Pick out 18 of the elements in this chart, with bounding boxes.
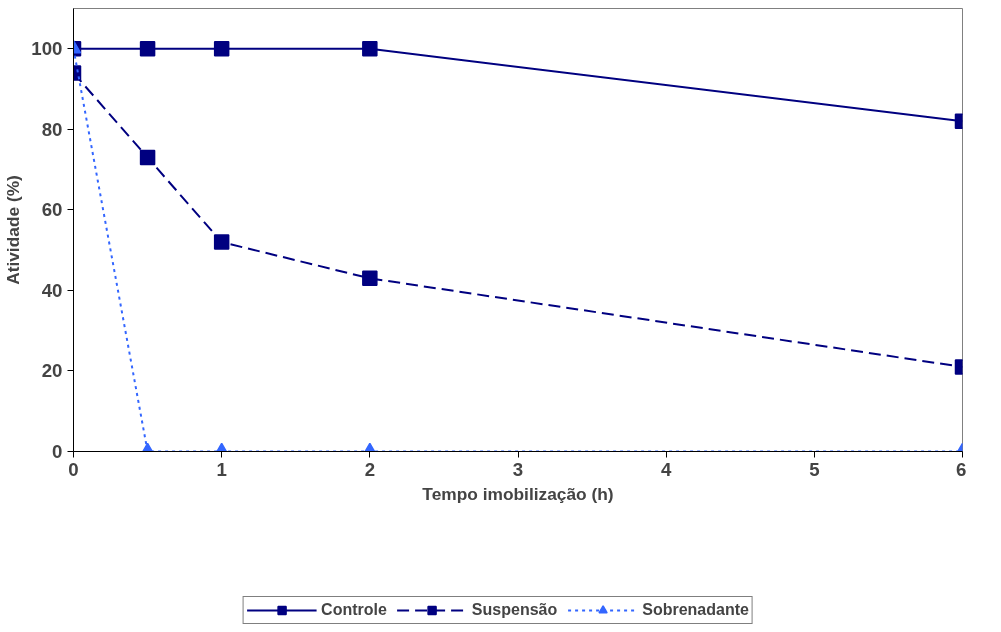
x-tick-label: 6 [956,458,967,480]
legend-label: Controle [321,601,387,619]
x-axis-title: Tempo imobilização (h) [422,483,614,504]
y-tick-label: 0 [52,441,63,462]
y-axis-title: Atividade (%) [3,175,24,285]
x-tick-label: 5 [809,458,820,480]
x-tick-label: 2 [364,458,376,480]
y-tick-label: 20 [41,360,63,382]
y-tick-label: 80 [41,118,63,140]
legend-label: Suspensão [471,601,558,619]
y-tick-label: 100 [31,38,63,60]
x-tick-label: 3 [512,458,524,480]
y-tick-label: 60 [41,199,63,221]
legend-label: Sobrenadante [642,601,749,619]
x-tick-label: 1 [216,458,227,480]
x-tick-label: 4 [660,458,672,480]
x-tick-label: 0 [68,458,79,480]
y-tick-label: 40 [41,279,63,301]
